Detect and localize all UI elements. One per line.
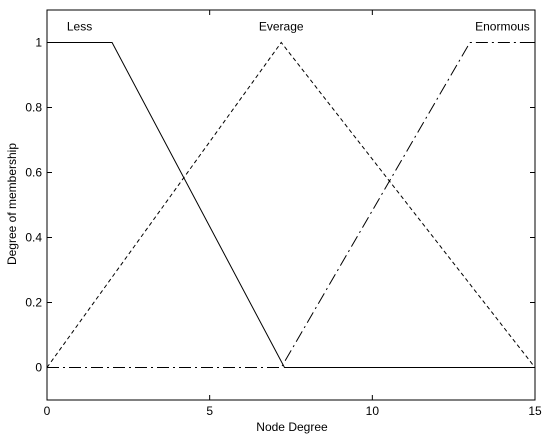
series-line-everage	[46, 41, 536, 368]
series-label-enormous: Enormous	[475, 19, 530, 33]
series-labels: Less Everage Enormous	[67, 19, 530, 33]
y-tick-label: 0.4	[25, 231, 42, 245]
series-label-less: Less	[67, 19, 92, 33]
y-tick-label: 0.6	[25, 166, 42, 180]
x-axis-ticks: 0 5 10 15	[44, 10, 542, 418]
series-line-less	[47, 42, 535, 368]
series-lines	[46, 41, 536, 368]
y-tick-label: 0.8	[25, 101, 42, 115]
y-tick-label: 0.2	[25, 296, 42, 310]
y-axis-label: Degree of membership	[5, 143, 19, 265]
plot-border	[46, 9, 536, 401]
series-line-enormous	[47, 42, 535, 368]
y-axis-ticks: 0 0.2 0.4 0.6 0.8 1	[25, 36, 535, 375]
x-tick-label: 0	[44, 404, 51, 418]
x-tick-label: 15	[528, 404, 542, 418]
x-tick-label: 5	[206, 404, 213, 418]
y-tick-label: 1	[35, 36, 42, 50]
series-label-everage: Everage	[259, 19, 304, 33]
plot-frame	[46, 9, 536, 401]
x-tick-label: 10	[366, 404, 380, 418]
x-axis-label: Node Degree	[256, 420, 328, 434]
y-tick-label: 0	[35, 361, 42, 375]
